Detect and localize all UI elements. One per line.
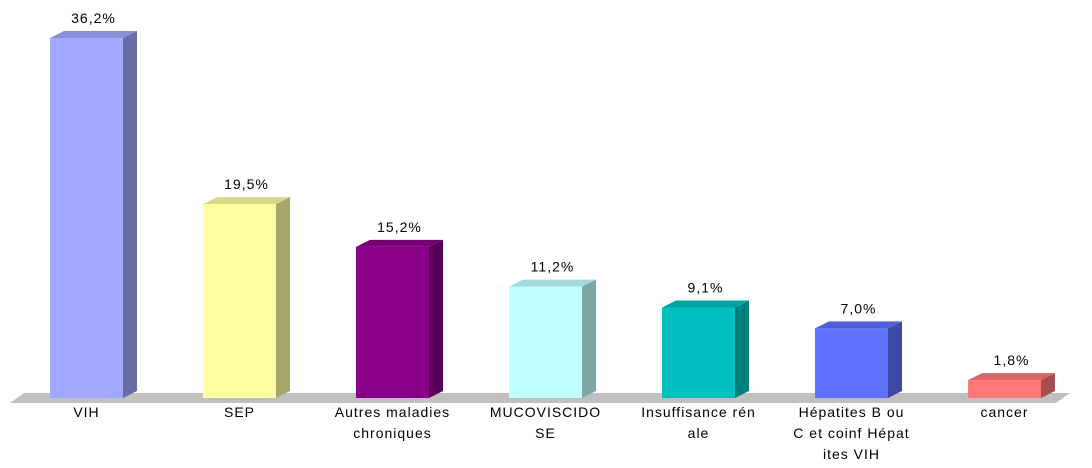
bar-front <box>662 307 735 398</box>
bar-side <box>735 300 749 398</box>
bar <box>509 279 596 398</box>
bar-side <box>276 197 290 398</box>
bar-top <box>50 31 137 38</box>
value-label: 19,5% <box>224 176 269 192</box>
x-tick-label: SEP <box>223 404 255 420</box>
bar-front <box>50 38 123 398</box>
bar-front <box>815 328 888 398</box>
x-tick-label: cancer <box>980 404 1029 420</box>
bar-front <box>509 286 582 398</box>
value-label: 11,2% <box>531 259 575 275</box>
bar-side <box>582 279 596 398</box>
bar-front <box>968 380 1041 398</box>
value-label: 7,0% <box>841 300 877 316</box>
bar-side <box>429 239 443 398</box>
bar-top <box>968 373 1055 381</box>
bar-front <box>203 204 276 398</box>
bar <box>356 239 443 398</box>
bar-top <box>356 239 443 247</box>
bar-side <box>1041 373 1055 398</box>
x-tick-label: Insuffisance rénale <box>641 404 756 441</box>
value-label: 15,2% <box>377 219 422 235</box>
bar <box>662 300 749 398</box>
bar <box>203 197 290 398</box>
bar <box>968 373 1055 398</box>
bar-top <box>203 197 290 205</box>
bar-front <box>356 246 429 398</box>
x-tick-label: Hépatites B ou C et coinf Hépatites VIH <box>793 404 910 462</box>
bar-top <box>509 279 596 287</box>
x-tick-label: MUCOVISCIDOSE <box>489 404 602 441</box>
bar-top <box>815 321 902 329</box>
value-label: 36,2% <box>71 10 116 26</box>
value-label: 9,1% <box>688 280 724 296</box>
x-tick-label: Autres maladies chroniques <box>334 404 451 441</box>
bar <box>815 321 902 398</box>
bar <box>50 31 137 398</box>
value-label: 1,8% <box>994 352 1030 368</box>
bar-side <box>888 321 902 398</box>
x-tick-label: VIH <box>73 404 100 420</box>
bar-top <box>662 300 749 308</box>
bar-side <box>123 31 137 398</box>
